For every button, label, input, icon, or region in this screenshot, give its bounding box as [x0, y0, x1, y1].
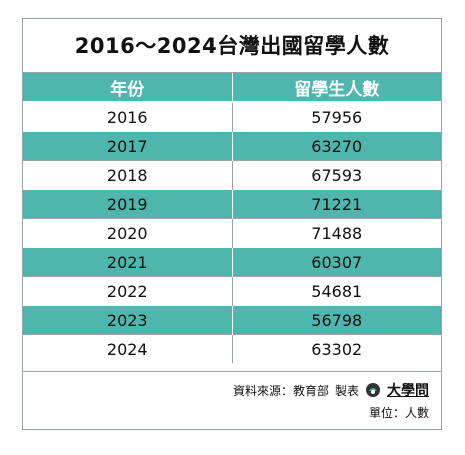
- table-row: 2016 57956: [23, 101, 441, 132]
- source-text: 資料來源：教育部: [232, 383, 329, 398]
- table-row: 2018 67593: [23, 160, 441, 190]
- students-cell: 67593: [232, 160, 441, 190]
- unit-label: 單位：人數: [368, 406, 429, 420]
- year-cell: 2021: [23, 247, 233, 277]
- students-cell: 56798: [232, 305, 441, 335]
- year-cell: 2024: [23, 334, 233, 363]
- column-header-year: 年份: [23, 73, 233, 103]
- table-row: 2023 56798: [23, 305, 441, 335]
- header-row: 年份 留學生人數: [23, 73, 441, 103]
- column-header-students: 留學生人數: [232, 73, 441, 103]
- table-row: 2022 54681: [23, 276, 441, 306]
- logo-icon: [366, 383, 380, 397]
- students-cell: 63302: [232, 334, 441, 363]
- table-body: 2016 57956 2017 63270 2018 67593 2019 71221 2020…: [23, 101, 441, 363]
- students-cell: 71488: [232, 218, 441, 248]
- table-footer: 資料來源：教育部 製表 大學問 單位：人數: [23, 371, 441, 429]
- year-cell: 2022: [23, 276, 233, 306]
- made-by-text: 製表: [334, 383, 359, 398]
- students-cell: 57956: [232, 101, 441, 132]
- table-row: 2019 71221: [23, 189, 441, 219]
- year-cell: 2019: [23, 189, 233, 219]
- data-table: 年份 留學生人數 2016 57956 2017 63270 2018 67593 2019…: [23, 73, 441, 363]
- students-cell: 60307: [232, 247, 441, 277]
- students-cell: 63270: [232, 131, 441, 161]
- year-cell: 2023: [23, 305, 233, 335]
- table-row: 2021 60307: [23, 247, 441, 277]
- year-cell: 2018: [23, 160, 233, 190]
- table-card: 2016～2024台灣出國留學人數 年份 留學生人數 2016 57956 2017…: [22, 18, 442, 430]
- table-row: 2017 63270: [23, 131, 441, 161]
- year-cell: 2017: [23, 131, 233, 161]
- table-row: 2024 63302: [23, 334, 441, 363]
- year-cell: 2020: [23, 218, 233, 248]
- logo-text: 大學問: [387, 383, 429, 399]
- source-line: 資料來源：教育部 製表 大學問: [233, 380, 429, 400]
- students-cell: 54681: [232, 276, 441, 306]
- table-title: 2016～2024台灣出國留學人數: [23, 19, 441, 73]
- table-row: 2020 71488: [23, 218, 441, 248]
- year-cell: 2016: [23, 101, 233, 132]
- students-cell: 71221: [232, 189, 441, 219]
